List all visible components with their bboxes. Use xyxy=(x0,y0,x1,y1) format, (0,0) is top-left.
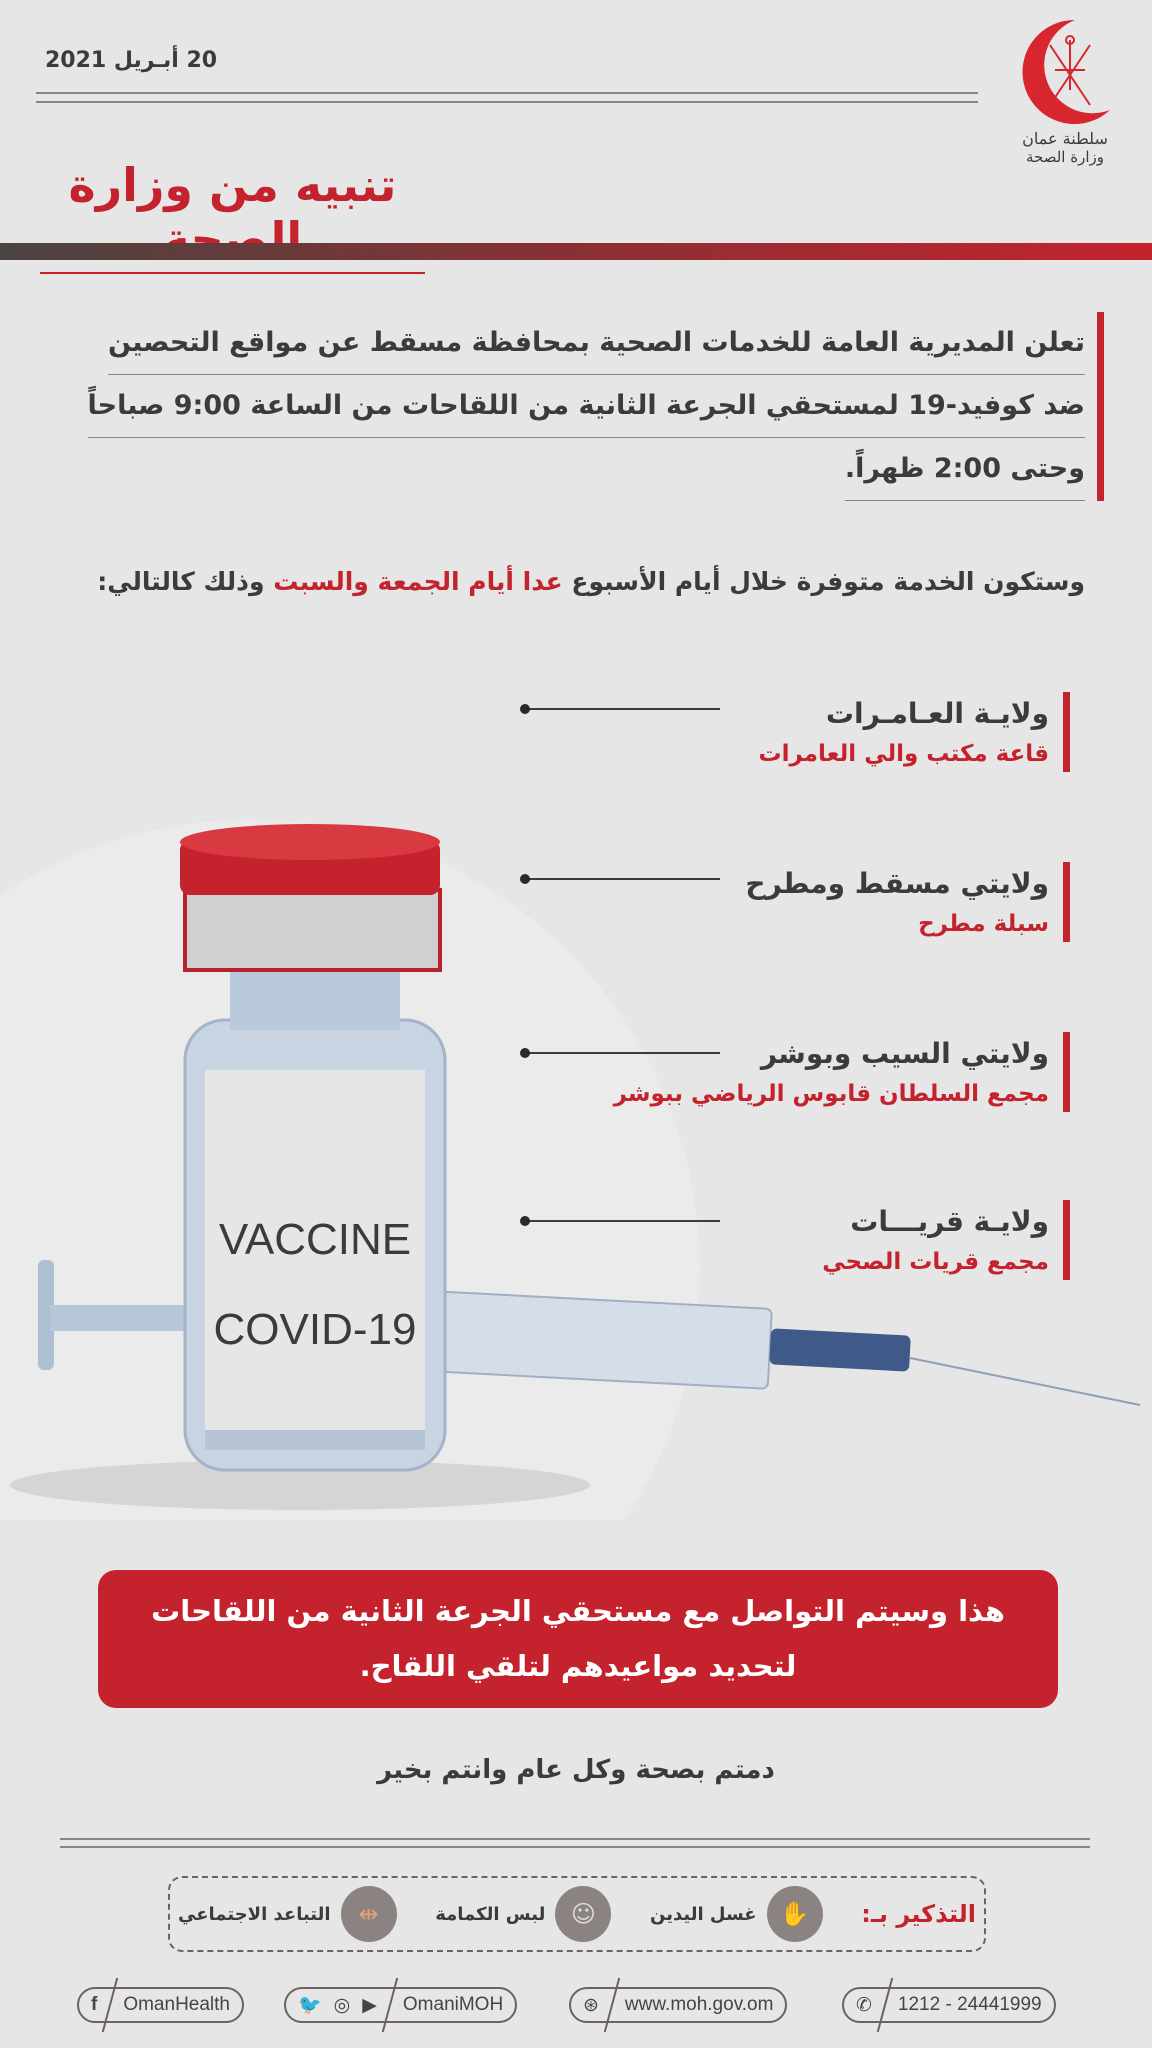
notice-text: هذا وسيتم التواصل مع مستحقي الجرعة الثان… xyxy=(151,1594,1005,1683)
globe-icon: ⊛ xyxy=(583,1994,599,2016)
wilayat-name: ولايتي مسقط ومطرح xyxy=(745,867,1049,900)
availability-before: وستكون الخدمة متوفرة خلال أيام الأسبوع xyxy=(562,567,1085,596)
vial-label-line: COVID-19 xyxy=(213,1305,417,1354)
divider xyxy=(36,101,978,103)
site-name: مجمع قريات الصحي xyxy=(822,1249,1049,1275)
reminder-item-label: غسل اليدين xyxy=(650,1903,757,1925)
vaccine-illustration xyxy=(0,820,1141,1520)
reminder-label: التذكير بـ: xyxy=(861,1900,976,1928)
hand-wash-icon: ✋ xyxy=(766,1886,823,1942)
facebook-link[interactable]: f OmanHealth xyxy=(77,1977,244,2033)
phone-number: 1212 - 24441999 xyxy=(897,1994,1042,2015)
availability-after: وذلك كالتالي: xyxy=(97,567,274,596)
page-title: تنبيه من وزارة الصحة xyxy=(40,158,425,274)
leader-line xyxy=(520,1216,720,1226)
reminder-box: التذكير بـ: ✋ غسل اليدين ☺ لبس الكمامة ⇹ ال… xyxy=(168,1876,986,1952)
leader-line xyxy=(520,874,720,884)
website-link[interactable]: ⊛ www.moh.gov.om xyxy=(569,1977,788,2033)
reminder-item: ☺ لبس الكمامة xyxy=(435,1886,612,1942)
reminder-item: ✋ غسل اليدين xyxy=(650,1886,823,1942)
vial-label-line: VACCINE xyxy=(218,1215,412,1264)
twitter-icon: 🐦 xyxy=(298,1995,322,2016)
wilayat-name: ولايـة العـامـرات xyxy=(825,697,1049,730)
leader-line xyxy=(520,1048,720,1058)
phone-link[interactable]: ✆ 1212 - 24441999 xyxy=(842,1977,1056,2033)
availability-highlight: عدا أيام الجمعة والسبت xyxy=(273,567,563,596)
facebook-icon: f xyxy=(91,1994,98,2015)
header-bar xyxy=(0,243,1152,260)
reminder-item: ⇹ التباعد الاجتماعي xyxy=(178,1886,397,1942)
vial-label: VACCINE COVID-19 xyxy=(205,1195,425,1375)
intro-paragraph: تعلن المديرية العامة للخدمات الصحية بمحا… xyxy=(44,312,1104,501)
social-link[interactable]: 🐦 ◎ ▶ OmaniMOH xyxy=(284,1977,518,2033)
instagram-icon: ◎ xyxy=(333,1994,351,2016)
location-item: ولايـة العـامـرات قاعة مكتب والي العامرات xyxy=(758,692,1070,772)
divider xyxy=(60,1838,1090,1840)
website-url: www.moh.gov.om xyxy=(624,1994,774,2015)
site-name: سبلة مطرح xyxy=(918,911,1049,937)
divider xyxy=(60,1846,1090,1848)
reminder-item-label: التباعد الاجتماعي xyxy=(178,1903,331,1925)
facebook-handle: OmanHealth xyxy=(123,1994,230,2015)
social-handle: OmaniMOH xyxy=(402,1994,504,2015)
logo-text: وزارة الصحة xyxy=(1026,148,1104,166)
intro-line: ضد كوفيد-19 لمستحقي الجرعة الثانية من ال… xyxy=(87,375,1085,438)
logo-text: سلطنة عمان xyxy=(1022,129,1108,148)
site-name: مجمع السلطان قابوس الرياضي ببوشر xyxy=(613,1081,1049,1107)
notice-box: هذا وسيتم التواصل مع مستحقي الجرعة الثان… xyxy=(98,1570,1058,1708)
youtube-icon: ▶ xyxy=(362,1994,377,2016)
site-name: قاعة مكتب والي العامرات xyxy=(758,741,1050,767)
date: 20 أبـريل 2021 xyxy=(45,48,218,73)
distance-icon: ⇹ xyxy=(340,1886,397,1942)
mask-icon: ☺ xyxy=(555,1886,612,1942)
intro-line: وحتى 2:00 ظهراً. xyxy=(844,438,1085,501)
wilayat-name: ولايـة قريـــات xyxy=(850,1205,1049,1238)
location-item: ولايـة قريـــات مجمع قريات الصحي xyxy=(822,1200,1070,1280)
location-item: ولايتي السيب وبوشر مجمع السلطان قابوس الر… xyxy=(614,1032,1070,1112)
moh-logo: سلطنة عمان وزارة الصحة xyxy=(1005,15,1125,175)
intro-line: تعلن المديرية العامة للخدمات الصحية بمحا… xyxy=(107,312,1085,375)
leader-line xyxy=(520,704,720,714)
location-item: ولايتي مسقط ومطرح سبلة مطرح xyxy=(745,862,1070,942)
availability-text: وستكون الخدمة متوفرة خلال أيام الأسبوع ع… xyxy=(45,562,1085,602)
closing-text: دمتم بصحة وكل عام وانتم بخير xyxy=(377,1755,775,1785)
divider xyxy=(36,92,978,94)
reminder-item-label: لبس الكمامة xyxy=(435,1903,546,1925)
wilayat-name: ولايتي السيب وبوشر xyxy=(760,1037,1049,1070)
phone-icon: ✆ xyxy=(856,1994,872,2016)
